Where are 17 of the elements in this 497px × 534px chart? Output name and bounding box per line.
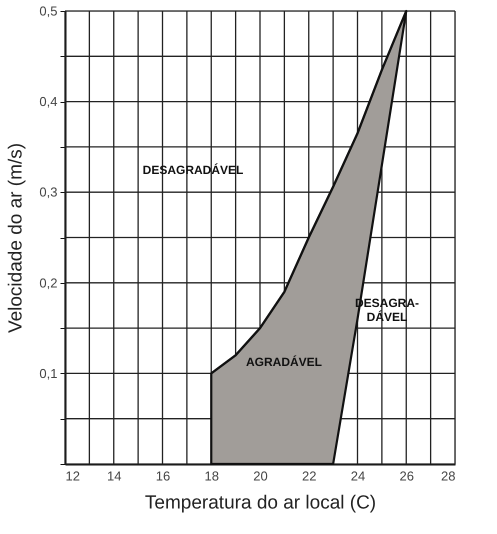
x-tick-label: 14 xyxy=(107,468,122,484)
y-tick-label: 0,1 xyxy=(39,366,58,381)
annotation: AGRADÁVEL xyxy=(246,355,322,369)
y-axis-title: Velocidade do ar (m/s) xyxy=(5,142,26,334)
x-tick-label: 20 xyxy=(253,468,268,484)
x-axis-title: Temperatura do ar local (C) xyxy=(144,492,376,514)
x-tick-label: 28 xyxy=(441,468,456,484)
y-tick-label: 0,2 xyxy=(39,275,58,290)
x-tick-label: 22 xyxy=(302,468,316,484)
x-tick-label: 18 xyxy=(204,468,219,484)
x-tick-label: 16 xyxy=(156,468,170,484)
y-tick-label: 0,3 xyxy=(39,184,58,200)
x-tick-label: 26 xyxy=(400,468,414,484)
y-tick-label: 0,4 xyxy=(39,94,58,110)
y-tick-label: 0,5 xyxy=(39,4,58,18)
x-tick-label: 24 xyxy=(350,468,366,484)
x-tick-label: 12 xyxy=(66,468,80,484)
